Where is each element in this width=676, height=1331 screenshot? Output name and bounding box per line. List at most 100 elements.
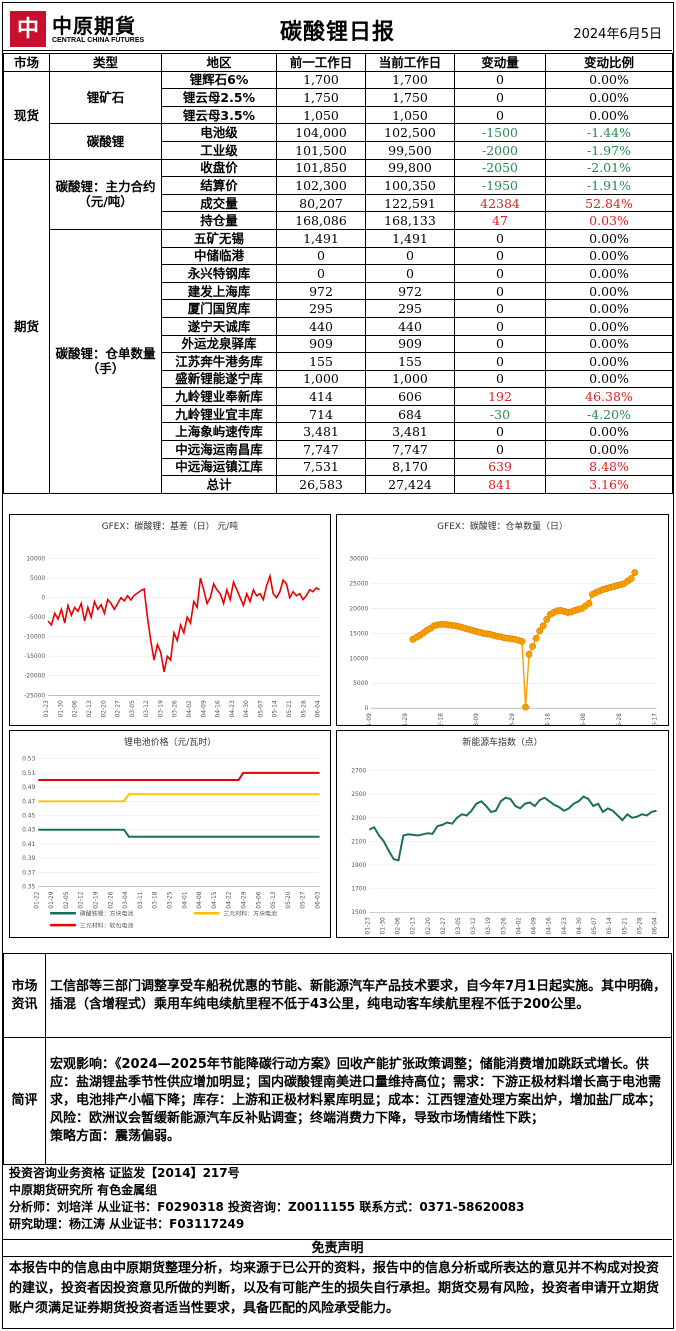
prev-value: 1,000	[276, 369, 366, 389]
y-tick-label: 0.47	[22, 798, 35, 805]
x-tick-label: 03-19	[157, 700, 164, 717]
prev-value: 0	[276, 246, 366, 266]
y-tick-label: 0.41	[22, 841, 35, 848]
table-row: 上海象屿速传库 3,481 3,481 0 0.00%	[4, 422, 673, 442]
x-tick-label: 02-20	[425, 917, 432, 934]
review-para: 风险：欧洲议会暂缓新能源汽车反补贴调查；终端消费力下降，导致市场情绪性下跌；	[50, 1111, 545, 1126]
x-tick-label: 01-22	[33, 891, 40, 908]
change-value: 0	[454, 352, 546, 371]
change-value: 192	[454, 387, 546, 406]
change-value: 0	[454, 246, 546, 266]
chart-title: 新能源车指数（点）	[462, 736, 542, 748]
x-tick-label: 01-23	[364, 917, 371, 934]
y-tick-label: 1900	[351, 862, 366, 869]
prev-value: 972	[276, 281, 366, 301]
x-tick-label: 04-16	[546, 917, 553, 934]
battery-price-chart: 锂电池价格（元/瓦时） 0.53 0.51 0.49 0.47 0.45 0.43 0.41 0…	[9, 730, 331, 938]
prev-value: 909	[276, 334, 366, 354]
prev-value: 104,000	[276, 123, 366, 142]
x-tick-label: 04-08	[196, 891, 203, 908]
x-tick-label: 04-18	[545, 713, 552, 725]
x-tick-label: 02-13	[86, 700, 93, 717]
x-tick-label: 01-30	[57, 700, 64, 717]
change-value: 0	[454, 281, 546, 301]
change-value: 0	[454, 440, 546, 459]
column-header: 市场	[3, 53, 50, 72]
logo-en: CENTRAL CHINA FUTURES	[52, 37, 145, 44]
region-cell: 盛新锂能遂宁库	[161, 369, 277, 389]
change-pct: 0.00%	[545, 334, 673, 354]
prev-value: 295	[276, 299, 366, 318]
review-para: 宏观影响：《2024—2025年节能降碳行动方案》回收产能扩张政策调整；储能消费…	[50, 1057, 662, 1108]
x-tick-label: 05-14	[606, 917, 613, 934]
lfp-series	[38, 828, 320, 838]
legend-label: 磷酸铁锂：方块电池	[80, 910, 134, 918]
curr-value: 122,591	[365, 193, 455, 213]
change-pct: -1.97%	[545, 140, 673, 160]
x-tick-label: 05-13	[270, 891, 277, 908]
region-cell: 九岭锂业宜丰库	[161, 404, 277, 424]
y-tick-label: 2500	[351, 791, 366, 798]
y-tick-label: 1500	[351, 909, 366, 916]
change-value: 0	[454, 369, 546, 389]
region-cell: 工业级	[161, 140, 277, 160]
report-date: 2024年6月5日	[573, 27, 662, 42]
x-tick-label: 02-05	[63, 891, 70, 908]
change-pct: 0.00%	[545, 264, 673, 283]
y-tick-label: 0.37	[22, 869, 35, 876]
change-pct: 0.00%	[545, 88, 673, 107]
price-table: 市场 类型 地区 前一工作日 当前工作日 变动量 变动比例 现货 锂矿石 锂辉石6% 1,700 1,…	[3, 53, 673, 494]
curr-value: 1,750	[365, 88, 455, 107]
y-tick-label: 10000	[26, 556, 45, 563]
review-label: 简评	[3, 1037, 46, 1165]
table-header-row: 市场 类型 地区 前一工作日 当前工作日 变动量 变动比例	[3, 53, 673, 72]
column-header: 类型	[49, 53, 162, 72]
change-value: 0	[454, 299, 546, 318]
curr-value: 1,700	[365, 70, 455, 90]
change-pct: 0.00%	[545, 316, 673, 336]
x-tick-label: 05-21	[286, 700, 293, 717]
curr-value: 100,350	[365, 176, 455, 195]
x-tick-label: 04-30	[576, 917, 583, 934]
license-line: 投资咨询业务资格 证监发【2014】217号	[9, 1166, 240, 1180]
warrant-point	[585, 599, 593, 607]
column-header: 变动量	[454, 53, 546, 72]
warrant-point	[539, 622, 547, 630]
column-header: 前一工作日	[276, 53, 366, 72]
y-tick-label: 0.35	[22, 883, 35, 890]
prev-value: 101,500	[276, 140, 366, 160]
change-pct: 0.00%	[545, 369, 673, 389]
news-text: 工信部等三部门调整享受车船税优惠的节能、新能源汽车产品技术要求，自今年7月1日起…	[45, 953, 672, 1038]
prev-value: 26,583	[276, 475, 366, 494]
prev-value: 3,481	[276, 422, 366, 442]
change-pct: 52.84%	[545, 193, 673, 213]
curr-value: 27,424	[365, 475, 455, 494]
warrant-point	[631, 569, 639, 577]
column-header: 当前工作日	[365, 53, 455, 72]
prev-value: 414	[276, 387, 366, 406]
news-label: 市场资讯	[3, 953, 46, 1038]
prev-value: 102,300	[276, 176, 366, 195]
table-row: 碳酸锂：仓单数量（手） 五矿无锡 1,491 1,491 0 0.00%	[4, 228, 673, 494]
x-tick-label: 04-15	[211, 891, 218, 908]
change-value: 0	[454, 88, 546, 107]
curr-value: 155	[365, 352, 455, 371]
table-row: 现货 锂矿石 锂辉石6% 1,700 1,700 0 0.00%	[3, 70, 673, 160]
change-pct: 8.48%	[545, 457, 673, 477]
change-value: -30	[454, 404, 546, 424]
warrant-point	[518, 637, 526, 645]
region-cell: 建发上海库	[161, 281, 277, 301]
curr-value: 99,500	[365, 140, 455, 160]
x-tick-label: 02-12	[78, 891, 85, 908]
region-cell: 成交量	[161, 193, 277, 213]
x-tick-label: 03-26	[500, 917, 507, 934]
y-tick-label: 15000	[349, 630, 368, 637]
curr-value: 168,133	[365, 211, 455, 230]
table-row: 遂宁天诚库 440 440 0 0.00%	[4, 316, 673, 336]
change-pct: 46.38%	[545, 387, 673, 406]
analyst-info: 投资咨询业务资格 证监发【2014】217号 中原期货研究所 有色金属组 分析师…	[3, 1164, 672, 1233]
change-pct: -1.91%	[545, 176, 673, 195]
change-value: 0	[454, 422, 546, 442]
x-tick-label: 03-05	[455, 917, 462, 934]
market-cell: 期货	[3, 158, 50, 494]
